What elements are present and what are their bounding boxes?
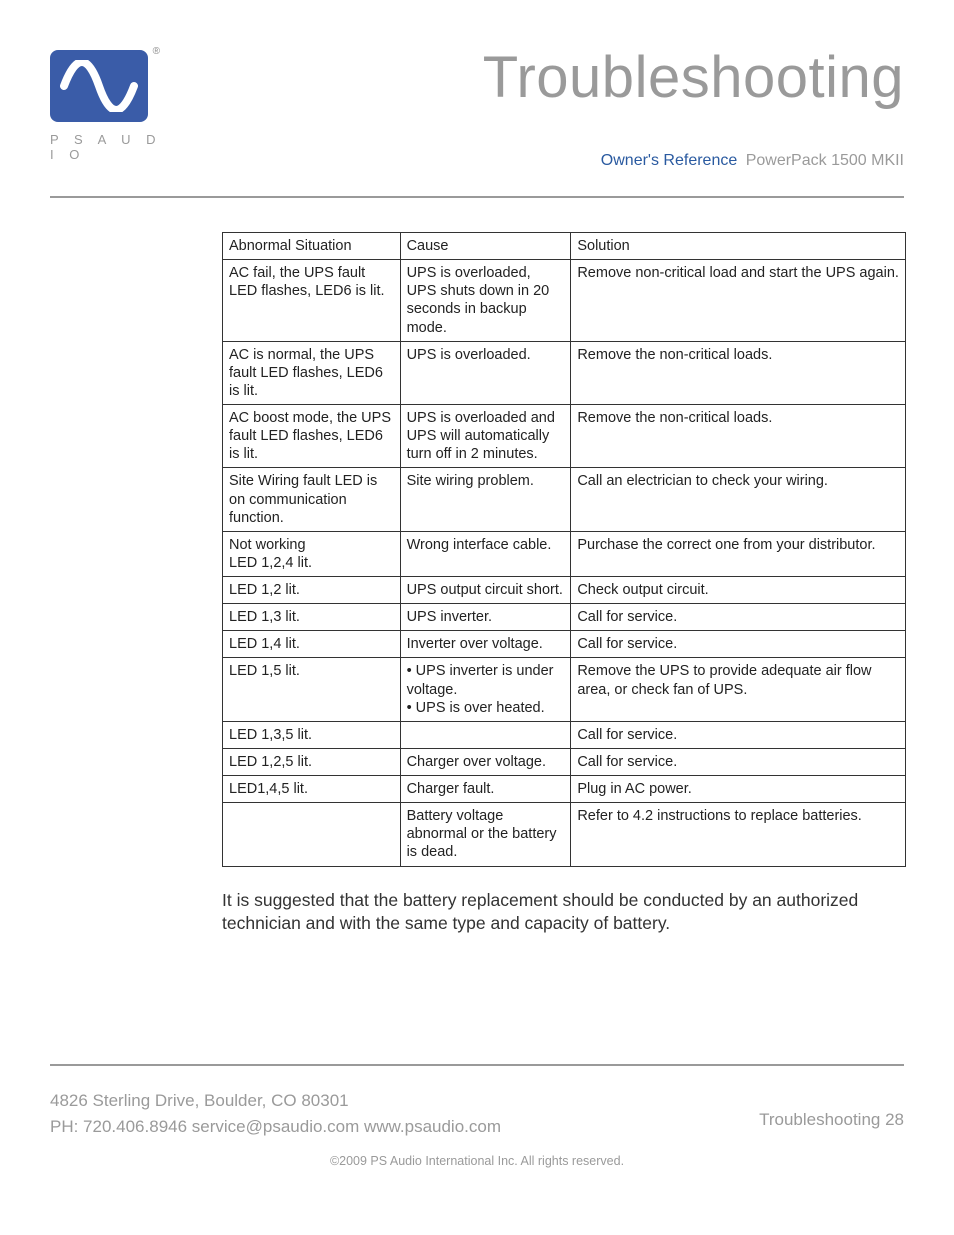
table-row: LED1,4,5 lit.Charger fault.Plug in AC po… [223,776,906,803]
table-row: LED 1,4 lit.Inverter over voltage.Call f… [223,631,906,658]
sine-wave-icon [60,60,138,112]
table-cell: Remove non-critical load and start the U… [571,260,906,342]
table-cell [400,721,571,748]
subtitle-label: Owner's Reference [601,152,737,169]
table-cell: Plug in AC power. [571,776,906,803]
table-header-row: Abnormal Situation Cause Solution [223,233,906,260]
table-row: AC fail, the UPS fault LED flashes, LED6… [223,260,906,342]
subtitle-product: PowerPack 1500 MKII [746,152,904,169]
logo-mark: ® [50,50,148,122]
table-row: Site Wiring fault LED is on communicatio… [223,468,906,531]
table-cell: UPS is overloaded, UPS shuts down in 20 … [400,260,571,342]
table-cell: UPS is overloaded and UPS will automatic… [400,405,571,468]
table-cell: Battery voltage abnormal or the battery … [400,803,571,866]
table-row: Battery voltage abnormal or the battery … [223,803,906,866]
brand-logo: ® P S A U D I O [50,50,165,162]
header: ® P S A U D I O Troubleshooting Owner's … [50,50,904,180]
battery-note: It is suggested that the battery replace… [222,889,906,936]
table-row: LED 1,2 lit.UPS output circuit short.Che… [223,577,906,604]
registered-mark: ® [153,46,160,57]
table-cell: • UPS inverter is under voltage.• UPS is… [400,658,571,721]
table-cell: LED 1,2 lit. [223,577,401,604]
content-area: Abnormal Situation Cause Solution AC fai… [222,232,906,936]
table-cell: Call for service. [571,631,906,658]
col-header-cause: Cause [400,233,571,260]
table-cell: LED 1,4 lit. [223,631,401,658]
table-cell: Charger fault. [400,776,571,803]
table-cell: Check output circuit. [571,577,906,604]
table-cell: LED 1,5 lit. [223,658,401,721]
table-cell: LED 1,3 lit. [223,604,401,631]
table-cell [223,803,401,866]
page-number-label: Troubleshooting 28 [759,1110,904,1130]
table-cell: UPS output circuit short. [400,577,571,604]
table-cell: Call an electrician to check your wiring… [571,468,906,531]
table-cell: Site Wiring fault LED is on communicatio… [223,468,401,531]
table-row: Not workingLED 1,2,4 lit.Wrong interface… [223,531,906,576]
table-cell: UPS inverter. [400,604,571,631]
table-cell: UPS is overloaded. [400,341,571,404]
table-cell: Call for service. [571,748,906,775]
page: ® P S A U D I O Troubleshooting Owner's … [0,0,954,1235]
table-cell: Charger over voltage. [400,748,571,775]
table-cell: AC is normal, the UPS fault LED flashes,… [223,341,401,404]
troubleshooting-table: Abnormal Situation Cause Solution AC fai… [222,232,906,867]
table-row: AC is normal, the UPS fault LED flashes,… [223,341,906,404]
table-cell: Refer to 4.2 instructions to replace bat… [571,803,906,866]
col-header-solution: Solution [571,233,906,260]
table-cell: Inverter over voltage. [400,631,571,658]
divider-bottom [50,1064,904,1066]
table-cell: Wrong interface cable. [400,531,571,576]
copyright: ©2009 PS Audio International Inc. All ri… [50,1154,904,1168]
table-cell: Not workingLED 1,2,4 lit. [223,531,401,576]
table-row: AC boost mode, the UPS fault LED flashes… [223,405,906,468]
footer: 4826 Sterling Drive, Boulder, CO 80301 P… [50,1088,904,1139]
table-cell: LED1,4,5 lit. [223,776,401,803]
table-row: LED 1,3 lit.UPS inverter.Call for servic… [223,604,906,631]
table-cell: AC fail, the UPS fault LED flashes, LED6… [223,260,401,342]
table-row: LED 1,2,5 lit.Charger over voltage.Call … [223,748,906,775]
col-header-situation: Abnormal Situation [223,233,401,260]
table-row: LED 1,5 lit.• UPS inverter is under volt… [223,658,906,721]
table-cell: LED 1,3,5 lit. [223,721,401,748]
table-cell: Site wiring problem. [400,468,571,531]
table-cell: Remove the non-critical loads. [571,341,906,404]
brand-wordmark: P S A U D I O [50,132,165,162]
table-cell: Call for service. [571,604,906,631]
table-cell: Purchase the correct one from your distr… [571,531,906,576]
table-cell: LED 1,2,5 lit. [223,748,401,775]
subtitle: Owner's Reference PowerPack 1500 MKII [601,152,904,170]
table-cell: Remove the UPS to provide adequate air f… [571,658,906,721]
page-title: Troubleshooting [483,44,904,111]
table-body: AC fail, the UPS fault LED flashes, LED6… [223,260,906,866]
table-row: LED 1,3,5 lit. Call for service. [223,721,906,748]
table-cell: Remove the non-critical loads. [571,405,906,468]
table-cell: Call for service. [571,721,906,748]
divider-top [50,196,904,198]
table-cell: AC boost mode, the UPS fault LED flashes… [223,405,401,468]
